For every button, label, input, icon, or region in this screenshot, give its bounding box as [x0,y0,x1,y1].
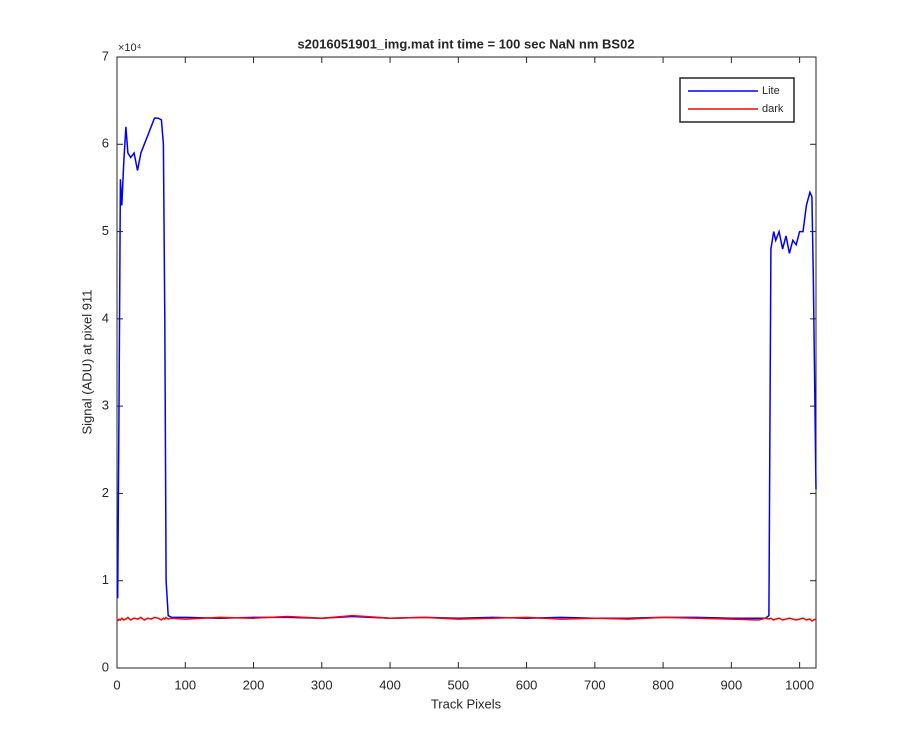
chart-title: s2016051901_img.mat int time = 100 sec N… [297,36,634,51]
y-tick-label: 3 [102,398,109,413]
y-axis-label: Signal (ADU) at pixel 911 [79,290,94,435]
y-tick-label: 5 [102,223,109,238]
x-axis-label: Track Pixels [431,696,502,711]
x-tick-label: 0 [113,677,120,692]
y-tick-label: 2 [102,485,109,500]
y-tick-label: 1 [102,572,109,587]
y-tick-label: 6 [102,136,109,151]
legend-label: Lite [762,85,780,97]
y-tick-label: 0 [102,659,109,674]
x-tick-label: 1000 [785,677,814,692]
y-tick-label: 7 [102,48,109,63]
plot-area [116,56,817,669]
x-tick-label: 400 [379,677,401,692]
x-tick-label: 900 [721,677,743,692]
x-tick-label: 300 [311,677,333,692]
x-tick-label: 600 [516,677,538,692]
x-tick-label: 100 [174,677,196,692]
y-tick-label: 4 [102,310,109,325]
x-tick-label: 200 [243,677,265,692]
legend-box [679,77,795,123]
x-tick-label: 800 [652,677,674,692]
data-line [117,614,817,622]
y-scale-label: ×10⁴ [118,42,142,54]
legend-label: dark [762,103,784,115]
x-tick-label: 500 [447,677,469,692]
x-tick-label: 700 [584,677,606,692]
